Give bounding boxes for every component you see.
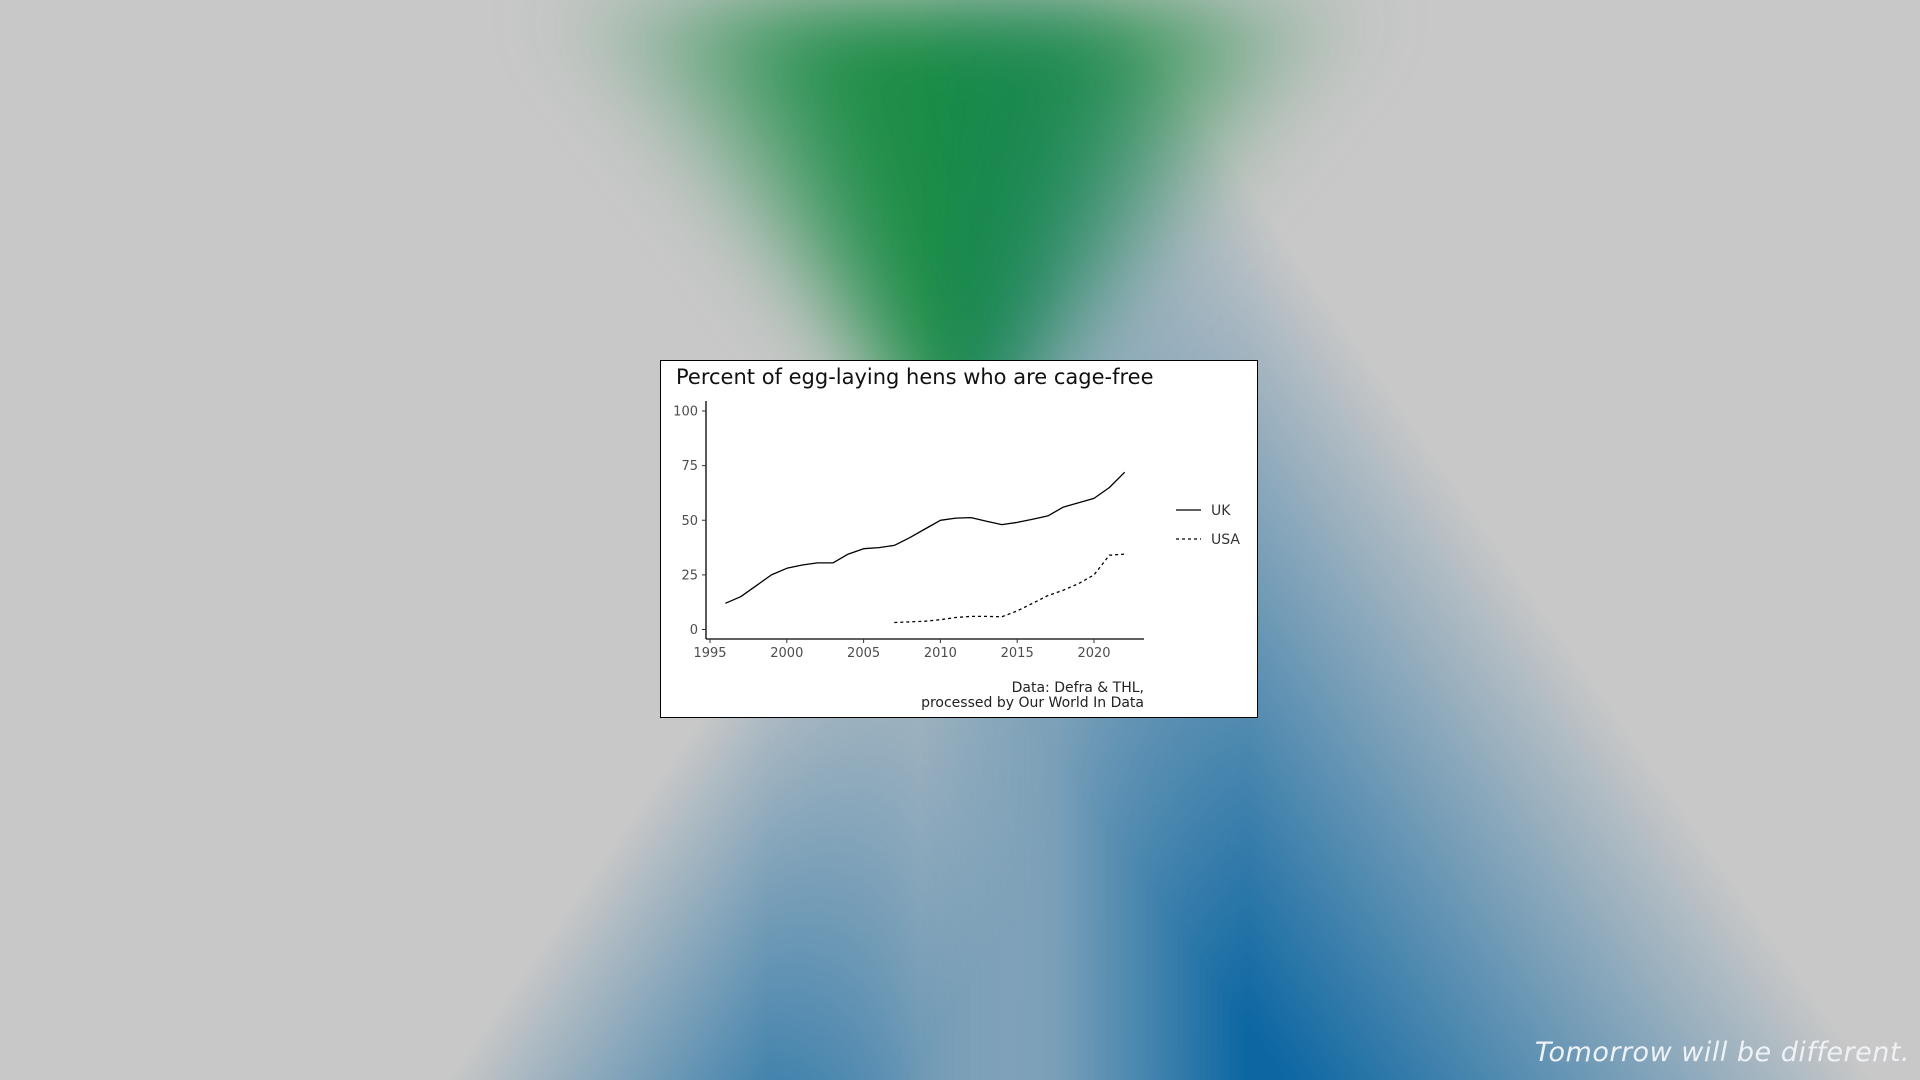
legend-label-uk: UK [1211, 503, 1231, 519]
y-tick-label: 0 [690, 623, 698, 638]
x-tick-label: 2005 [847, 646, 880, 661]
legend-label-usa: USA [1211, 532, 1240, 548]
caption-line-1: Data: Defra & THL, [1011, 680, 1144, 696]
y-tick-label: 50 [681, 514, 698, 529]
caption-line-2: processed by Our World In Data [921, 695, 1144, 711]
x-tick-label: 2000 [770, 646, 803, 661]
tagline: Tomorrow will be different. [1534, 1037, 1910, 1068]
y-tick-label: 75 [681, 459, 698, 474]
y-tick-label: 100 [673, 405, 698, 420]
chart-card: Percent of egg-laying hens who are cage-… [660, 360, 1258, 718]
x-tick-label: 2020 [1077, 646, 1110, 661]
line-chart: 0 25 50 75 100 1995 2000 2005 2010 2015 2020 UK USA [673, 401, 1240, 661]
x-tick-label: 1995 [693, 646, 726, 661]
x-tick-label: 2010 [924, 646, 957, 661]
x-tick-label: 2015 [1001, 646, 1034, 661]
series-line-uk [725, 471, 1126, 604]
y-tick-label: 25 [681, 568, 698, 583]
chart-title: Percent of egg-laying hens who are cage-… [676, 365, 1154, 389]
series-line-usa [894, 553, 1125, 624]
chart-caption: Data: Defra & THL, processed by Our Worl… [921, 681, 1144, 711]
